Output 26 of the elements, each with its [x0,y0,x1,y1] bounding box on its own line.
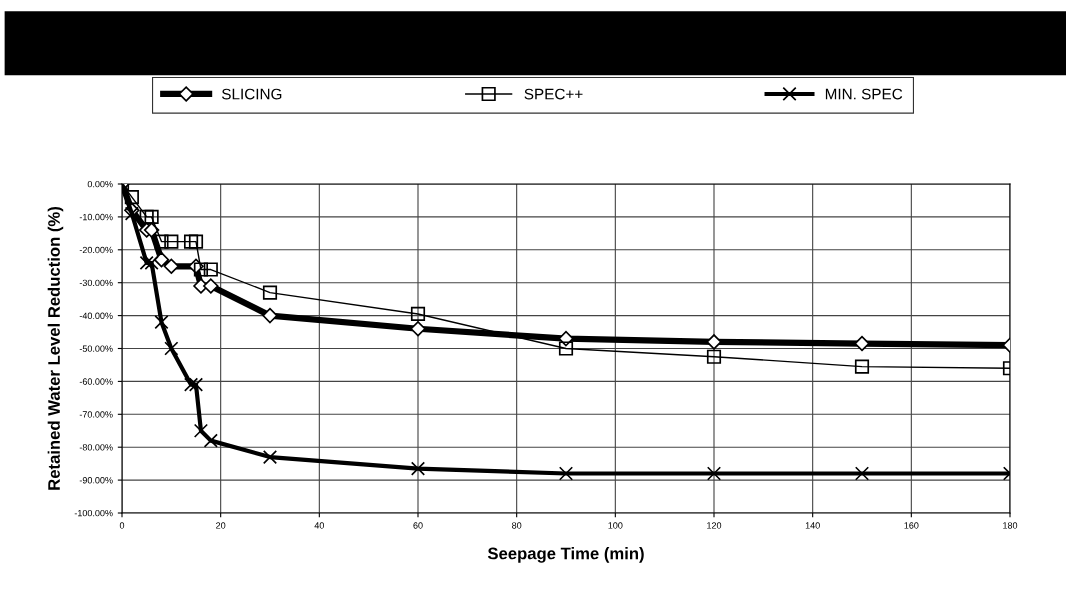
x-tick-label: 120 [707,522,722,529]
legend-label: SLICING [222,88,282,100]
y-tick-label: -30.00% [79,279,113,287]
legend-label: MIN. SPEC [825,88,903,100]
x-tick-label: 160 [904,522,919,529]
y-tick-label: -60.00% [79,378,113,385]
y-tick-label: -40.00% [79,312,113,319]
x-tick-label: 20 [216,522,226,529]
x-tick-label: 40 [314,522,324,529]
x-tick-label: 180 [1003,522,1018,529]
y-tick-label: -50.00% [79,345,113,352]
x-tick-label: 0 [119,522,125,529]
y-axis-title: Retained Water Level Reduction (%) [47,207,64,490]
y-tick-label: -20.00% [79,246,113,254]
y-tick-label: -100.00% [74,509,113,517]
x-tick-label: 140 [805,522,820,529]
x-tick-label: 80 [512,522,522,529]
y-tick-label: -70.00% [79,411,113,418]
y-tick-label: 0.00% [87,180,113,188]
y-tick-label: -10.00% [79,213,113,221]
y-tick-label: -80.00% [79,444,113,451]
x-tick-label: 100 [608,522,623,529]
x-axis-title: Seepage Time (min) [487,547,644,563]
legend-label: SPEC++ [524,88,583,100]
y-tick-label: -90.00% [79,477,113,484]
x-tick-label: 60 [413,522,423,529]
